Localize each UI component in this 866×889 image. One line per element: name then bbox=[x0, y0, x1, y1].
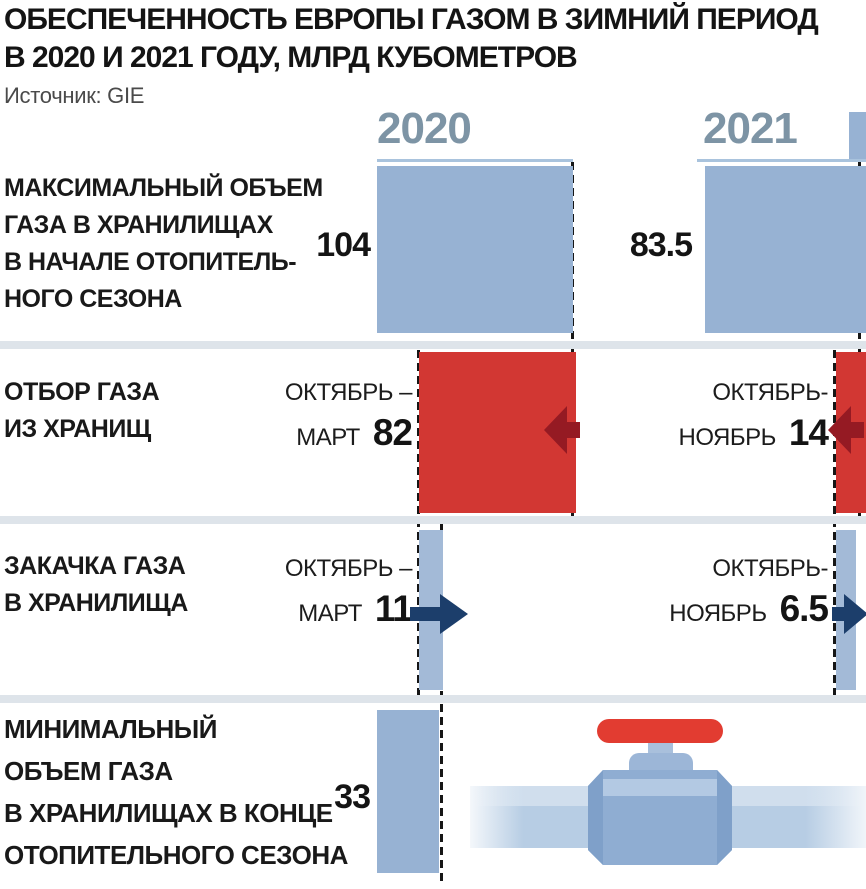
period-withdraw-2021: ОКТЯБРЬ- НОЯБРЬ 14 bbox=[678, 379, 829, 453]
period-inject-2020: ОКТЯБРЬ – МАРТ 11 bbox=[284, 555, 413, 629]
left-arrow-icon bbox=[828, 406, 864, 454]
valve-handle bbox=[597, 719, 723, 743]
valve-body-highlight bbox=[603, 779, 717, 796]
row-label-withdraw: ОТБОР ГАЗА ИЗ ХРАНИЩ bbox=[4, 378, 160, 443]
value-max-2021: 83.5 bbox=[629, 226, 693, 264]
value-inject-2021: 6.5 bbox=[779, 588, 829, 629]
source-label: Источник: GIE bbox=[4, 83, 145, 108]
bar-min-2020 bbox=[377, 710, 439, 873]
right-arrow-icon bbox=[832, 594, 866, 634]
column-header-2021: 2021 bbox=[703, 104, 798, 153]
gas-valve-illustration bbox=[470, 719, 866, 865]
bar-max-2021 bbox=[705, 166, 866, 333]
value-withdraw-2020: 82 bbox=[372, 412, 413, 453]
bar-max-2020 bbox=[377, 166, 573, 333]
value-inject-2020: 11 bbox=[374, 588, 413, 629]
right-arrow-icon bbox=[410, 594, 468, 634]
value-min-2020: 33 bbox=[334, 778, 371, 816]
value-max-2020: 104 bbox=[316, 226, 371, 264]
value-withdraw-2021: 14 bbox=[788, 412, 829, 453]
row-separator-3 bbox=[0, 695, 866, 703]
period-withdraw-2020: ОКТЯБРЬ – МАРТ 82 bbox=[284, 379, 413, 453]
title-line-1: ОБЕСПЕЧЕННОСТЬ ЕВРОПЫ ГАЗОМ В ЗИМНИЙ ПЕР… bbox=[4, 3, 819, 36]
row-label-min-volume: МИНИМАЛЬНЫЙ ОБЪЕМ ГАЗА В ХРАНИЛИЩАХ В КО… bbox=[4, 714, 348, 870]
page-title: ОБЕСПЕЧЕННОСТЬ ЕВРОПЫ ГАЗОМ В ЗИМНИЙ ПЕР… bbox=[4, 1, 819, 77]
title-line-2: В 2020 И 2021 ГОДУ, МЛРД КУБОМЕТРОВ bbox=[4, 41, 578, 74]
row-label-inject: ЗАКАЧКА ГАЗА В ХРАНИЛИЩА bbox=[4, 552, 188, 617]
row-separator-1 bbox=[0, 341, 866, 349]
column-underline-2021 bbox=[697, 159, 866, 162]
corner-bar-fragment bbox=[849, 112, 866, 159]
row-separator-2 bbox=[0, 516, 866, 524]
period-inject-2021: ОКТЯБРЬ- НОЯБРЬ 6.5 bbox=[669, 555, 829, 629]
left-arrow-icon bbox=[544, 406, 580, 454]
column-underline-2020 bbox=[377, 159, 573, 162]
column-header-2020: 2020 bbox=[377, 104, 472, 153]
row-label-max-volume: МАКСИМАЛЬНЫЙ ОБЪЕМ ГАЗА В ХРАНИЛИЩАХ В Н… bbox=[4, 174, 323, 313]
